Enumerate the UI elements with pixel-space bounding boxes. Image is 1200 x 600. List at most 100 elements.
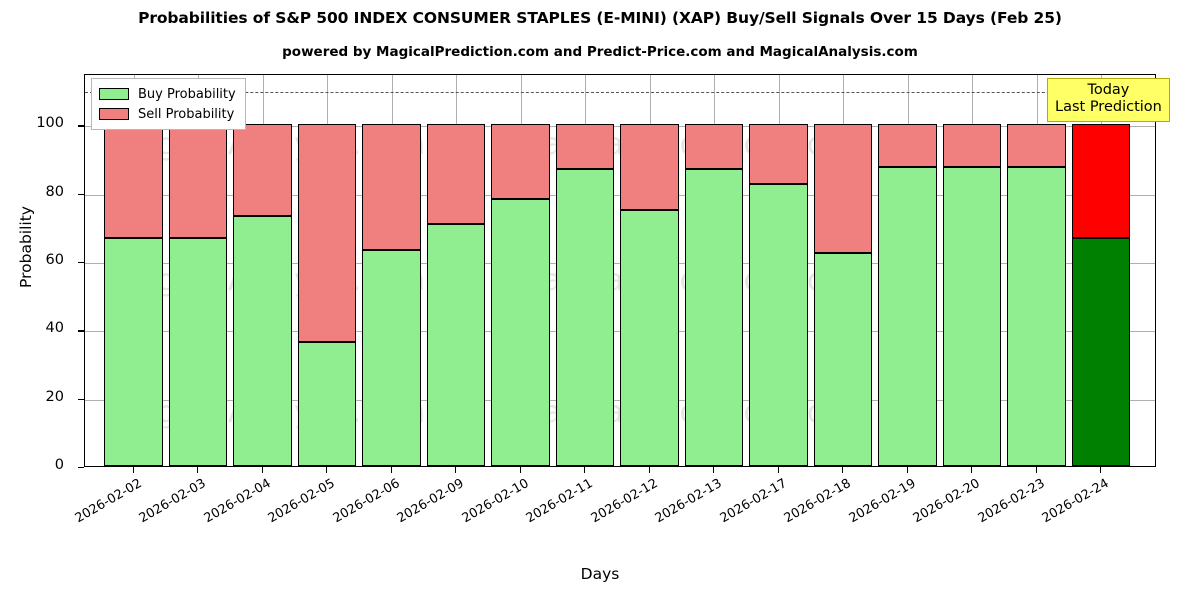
y-axis-tick-label: 60 xyxy=(45,251,64,268)
bar-2026-02-03[interactable] xyxy=(168,75,228,466)
gridline-horizontal xyxy=(85,194,1155,196)
x-axis-tick-mark xyxy=(519,467,521,473)
gridline-horizontal xyxy=(85,262,1155,264)
bar-segment-sell[interactable] xyxy=(1071,124,1131,239)
today-annotation-line2: Last Prediction xyxy=(1055,99,1162,116)
gridline-horizontal xyxy=(85,399,1155,401)
x-axis-tick-label: 2026-02-03 xyxy=(136,476,209,527)
x-axis-label: Days xyxy=(580,565,620,583)
chart-title: Probabilities of S&P 500 INDEX CONSUMER … xyxy=(138,9,1062,27)
bar-2026-02-13[interactable] xyxy=(684,75,744,466)
bar-2026-02-11[interactable] xyxy=(555,75,615,466)
legend-swatch-buy xyxy=(99,88,129,100)
x-axis-tick-label: 2026-02-11 xyxy=(523,476,596,527)
x-axis-tick-label: 2026-02-20 xyxy=(910,476,983,527)
bar-2026-02-18[interactable] xyxy=(813,75,873,466)
bar-2026-02-24[interactable] xyxy=(1071,75,1131,466)
bar-segment-sell[interactable] xyxy=(1007,124,1066,167)
legend-label-buy: Buy Probability xyxy=(138,86,236,102)
x-axis-tick-mark xyxy=(390,467,392,473)
y-axis-tick-label: 0 xyxy=(54,457,64,473)
x-axis-tick-mark xyxy=(971,467,973,473)
plot-area: MagicalAnalysis.comMagicalPrediction.com… xyxy=(84,74,1156,467)
bar-segment-buy[interactable] xyxy=(104,238,163,466)
y-axis-tick-mark xyxy=(78,330,84,332)
y-axis-tick-mark xyxy=(78,467,84,469)
bar-segment-buy[interactable] xyxy=(684,168,744,466)
bar-segment-sell[interactable] xyxy=(555,124,615,169)
bar-segment-sell[interactable] xyxy=(362,124,421,251)
x-axis-tick-label: 2026-02-04 xyxy=(201,476,274,527)
bar-segment-buy[interactable] xyxy=(168,238,228,466)
y-axis-tick-label: 20 xyxy=(45,388,64,405)
x-axis-tick-mark xyxy=(132,467,134,473)
y-axis-tick-mark xyxy=(78,261,84,264)
bar-2026-02-06[interactable] xyxy=(362,75,421,466)
x-axis-tick-mark xyxy=(648,467,650,473)
bar-2026-02-02[interactable] xyxy=(104,75,163,466)
bar-segment-sell[interactable] xyxy=(491,124,550,199)
x-axis-tick-mark xyxy=(455,467,457,473)
bar-segment-buy[interactable] xyxy=(813,252,873,466)
x-axis-tick-label: 2026-02-10 xyxy=(459,476,532,527)
bar-segment-buy[interactable] xyxy=(297,342,357,466)
bar-segment-buy[interactable] xyxy=(491,198,550,466)
y-axis-tick-mark xyxy=(78,398,84,400)
bar-segment-buy[interactable] xyxy=(362,250,421,466)
bar-segment-sell[interactable] xyxy=(878,124,937,167)
bar-2026-02-20[interactable] xyxy=(942,75,1002,466)
x-axis-tick-mark xyxy=(777,467,779,473)
bar-2026-02-17[interactable] xyxy=(749,75,808,466)
chart-legend: Buy Probability Sell Probability xyxy=(91,78,246,130)
bar-segment-sell[interactable] xyxy=(426,124,486,225)
bar-segment-sell[interactable] xyxy=(749,124,808,185)
x-axis-tick-mark xyxy=(1100,467,1102,473)
bar-2026-02-04[interactable] xyxy=(233,75,292,466)
bar-segment-sell[interactable] xyxy=(297,124,357,343)
bar-segment-sell[interactable] xyxy=(813,124,873,253)
x-axis-tick-label: 2026-02-23 xyxy=(975,476,1048,527)
today-annotation-line1: Today xyxy=(1087,82,1130,98)
bar-segment-sell[interactable] xyxy=(168,124,228,239)
legend-item-sell: Sell Probability xyxy=(99,104,236,124)
x-axis-tick-label: 2026-02-12 xyxy=(588,476,661,527)
bar-segment-buy[interactable] xyxy=(942,166,1002,466)
x-axis-tick-label: 2026-02-18 xyxy=(781,476,854,527)
x-axis-tick-label: 2026-02-05 xyxy=(265,476,338,527)
x-axis-tick-mark xyxy=(326,467,328,473)
bar-segment-sell[interactable] xyxy=(942,124,1002,167)
bar-segment-buy[interactable] xyxy=(620,209,679,466)
bar-segment-buy[interactable] xyxy=(426,224,486,466)
bar-segment-sell[interactable] xyxy=(684,124,744,169)
bar-segment-sell[interactable] xyxy=(620,124,679,210)
bar-segment-sell[interactable] xyxy=(233,124,292,216)
bar-2026-02-23[interactable] xyxy=(1007,75,1066,466)
bar-segment-buy[interactable] xyxy=(1007,166,1066,466)
bar-segment-buy[interactable] xyxy=(555,168,615,466)
bar-2026-02-09[interactable] xyxy=(426,75,486,466)
x-axis-tick-mark xyxy=(261,467,263,473)
legend-item-buy: Buy Probability xyxy=(99,84,236,104)
x-axis-tick-mark xyxy=(1035,467,1037,473)
x-axis-tick-label: 2026-02-13 xyxy=(652,476,725,527)
x-axis-tick-mark xyxy=(584,467,586,473)
y-axis-tick-label: 80 xyxy=(45,183,64,200)
x-axis-tick-label: 2026-02-17 xyxy=(717,476,790,527)
bar-segment-sell[interactable] xyxy=(104,124,163,239)
x-axis-tick-label: 2026-02-09 xyxy=(394,476,467,527)
bar-2026-02-12[interactable] xyxy=(620,75,679,466)
bar-segment-buy[interactable] xyxy=(749,184,808,466)
y-axis-tick-label: 100 xyxy=(36,115,64,132)
bar-segment-buy[interactable] xyxy=(233,215,292,466)
bar-2026-02-05[interactable] xyxy=(297,75,357,466)
bar-segment-buy[interactable] xyxy=(878,166,937,466)
plot-inner: MagicalAnalysis.comMagicalPrediction.com… xyxy=(85,75,1155,466)
bar-2026-02-19[interactable] xyxy=(878,75,937,466)
x-axis-tick-mark xyxy=(906,467,908,473)
gridline-horizontal xyxy=(85,331,1155,333)
y-axis-tick-label: 40 xyxy=(45,320,64,337)
legend-swatch-sell xyxy=(99,108,129,120)
bar-segment-buy[interactable] xyxy=(1071,238,1131,466)
bar-2026-02-10[interactable] xyxy=(491,75,550,466)
legend-label-sell: Sell Probability xyxy=(138,106,235,122)
